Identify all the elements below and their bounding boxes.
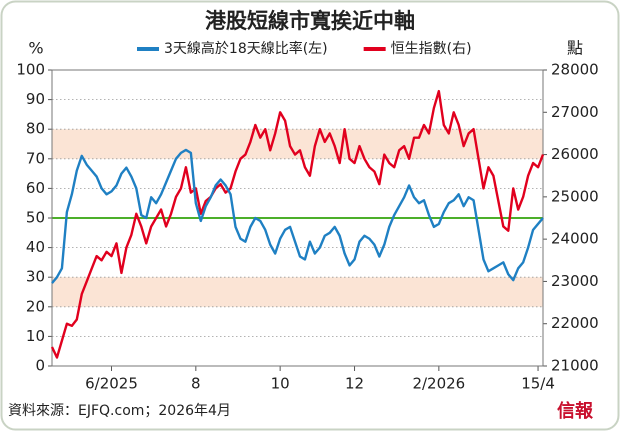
legend-label: 3天線高於18天線比率(左): [164, 40, 328, 57]
y-tick-label: 80: [26, 120, 45, 138]
legend-label: 恒生指數(右): [391, 41, 472, 57]
x-tick-label: 10: [271, 375, 290, 393]
y2-tick-label: 27000: [551, 103, 599, 121]
y-tick-label: 100: [16, 61, 45, 79]
x-tick-label: 15/4: [521, 375, 555, 393]
chart-title: 港股短線市寬挨近中軸: [205, 9, 415, 33]
series-line: [50, 89, 545, 359]
y2-tick-label: 23000: [551, 272, 599, 290]
x-tick-label: 8: [191, 375, 201, 393]
source: 資料來源：EJFQ.com；2026年4月: [8, 403, 231, 419]
y2-tick-label: 25000: [551, 187, 599, 205]
x-tick-label: 6/2025: [85, 375, 138, 393]
x-tick-label: 12: [345, 375, 364, 393]
y2-tick-label: 28000: [551, 61, 599, 79]
y-tick-label: 60: [26, 179, 45, 197]
y2-tick-label: 26000: [551, 145, 599, 163]
y-tick-label: 90: [26, 90, 45, 108]
y2-tick-label: 24000: [551, 230, 599, 248]
right-unit: 點: [567, 39, 583, 58]
y-tick-label: 30: [26, 268, 45, 286]
left-unit: %: [28, 39, 43, 58]
y2-tick-label: 21000: [551, 357, 599, 375]
y2-tick-label: 22000: [551, 314, 599, 332]
x-tick-label: 2/2026: [412, 375, 465, 393]
y-tick-label: 0: [35, 357, 45, 375]
y-tick-label: 20: [26, 297, 45, 315]
series-line: [51, 148, 544, 284]
y-tick-label: 10: [26, 327, 45, 345]
y-tick-label: 40: [26, 238, 45, 256]
logo: 信報: [557, 400, 594, 422]
y-tick-label: 70: [26, 149, 45, 167]
band: [52, 277, 543, 307]
y-tick-label: 50: [26, 209, 45, 227]
